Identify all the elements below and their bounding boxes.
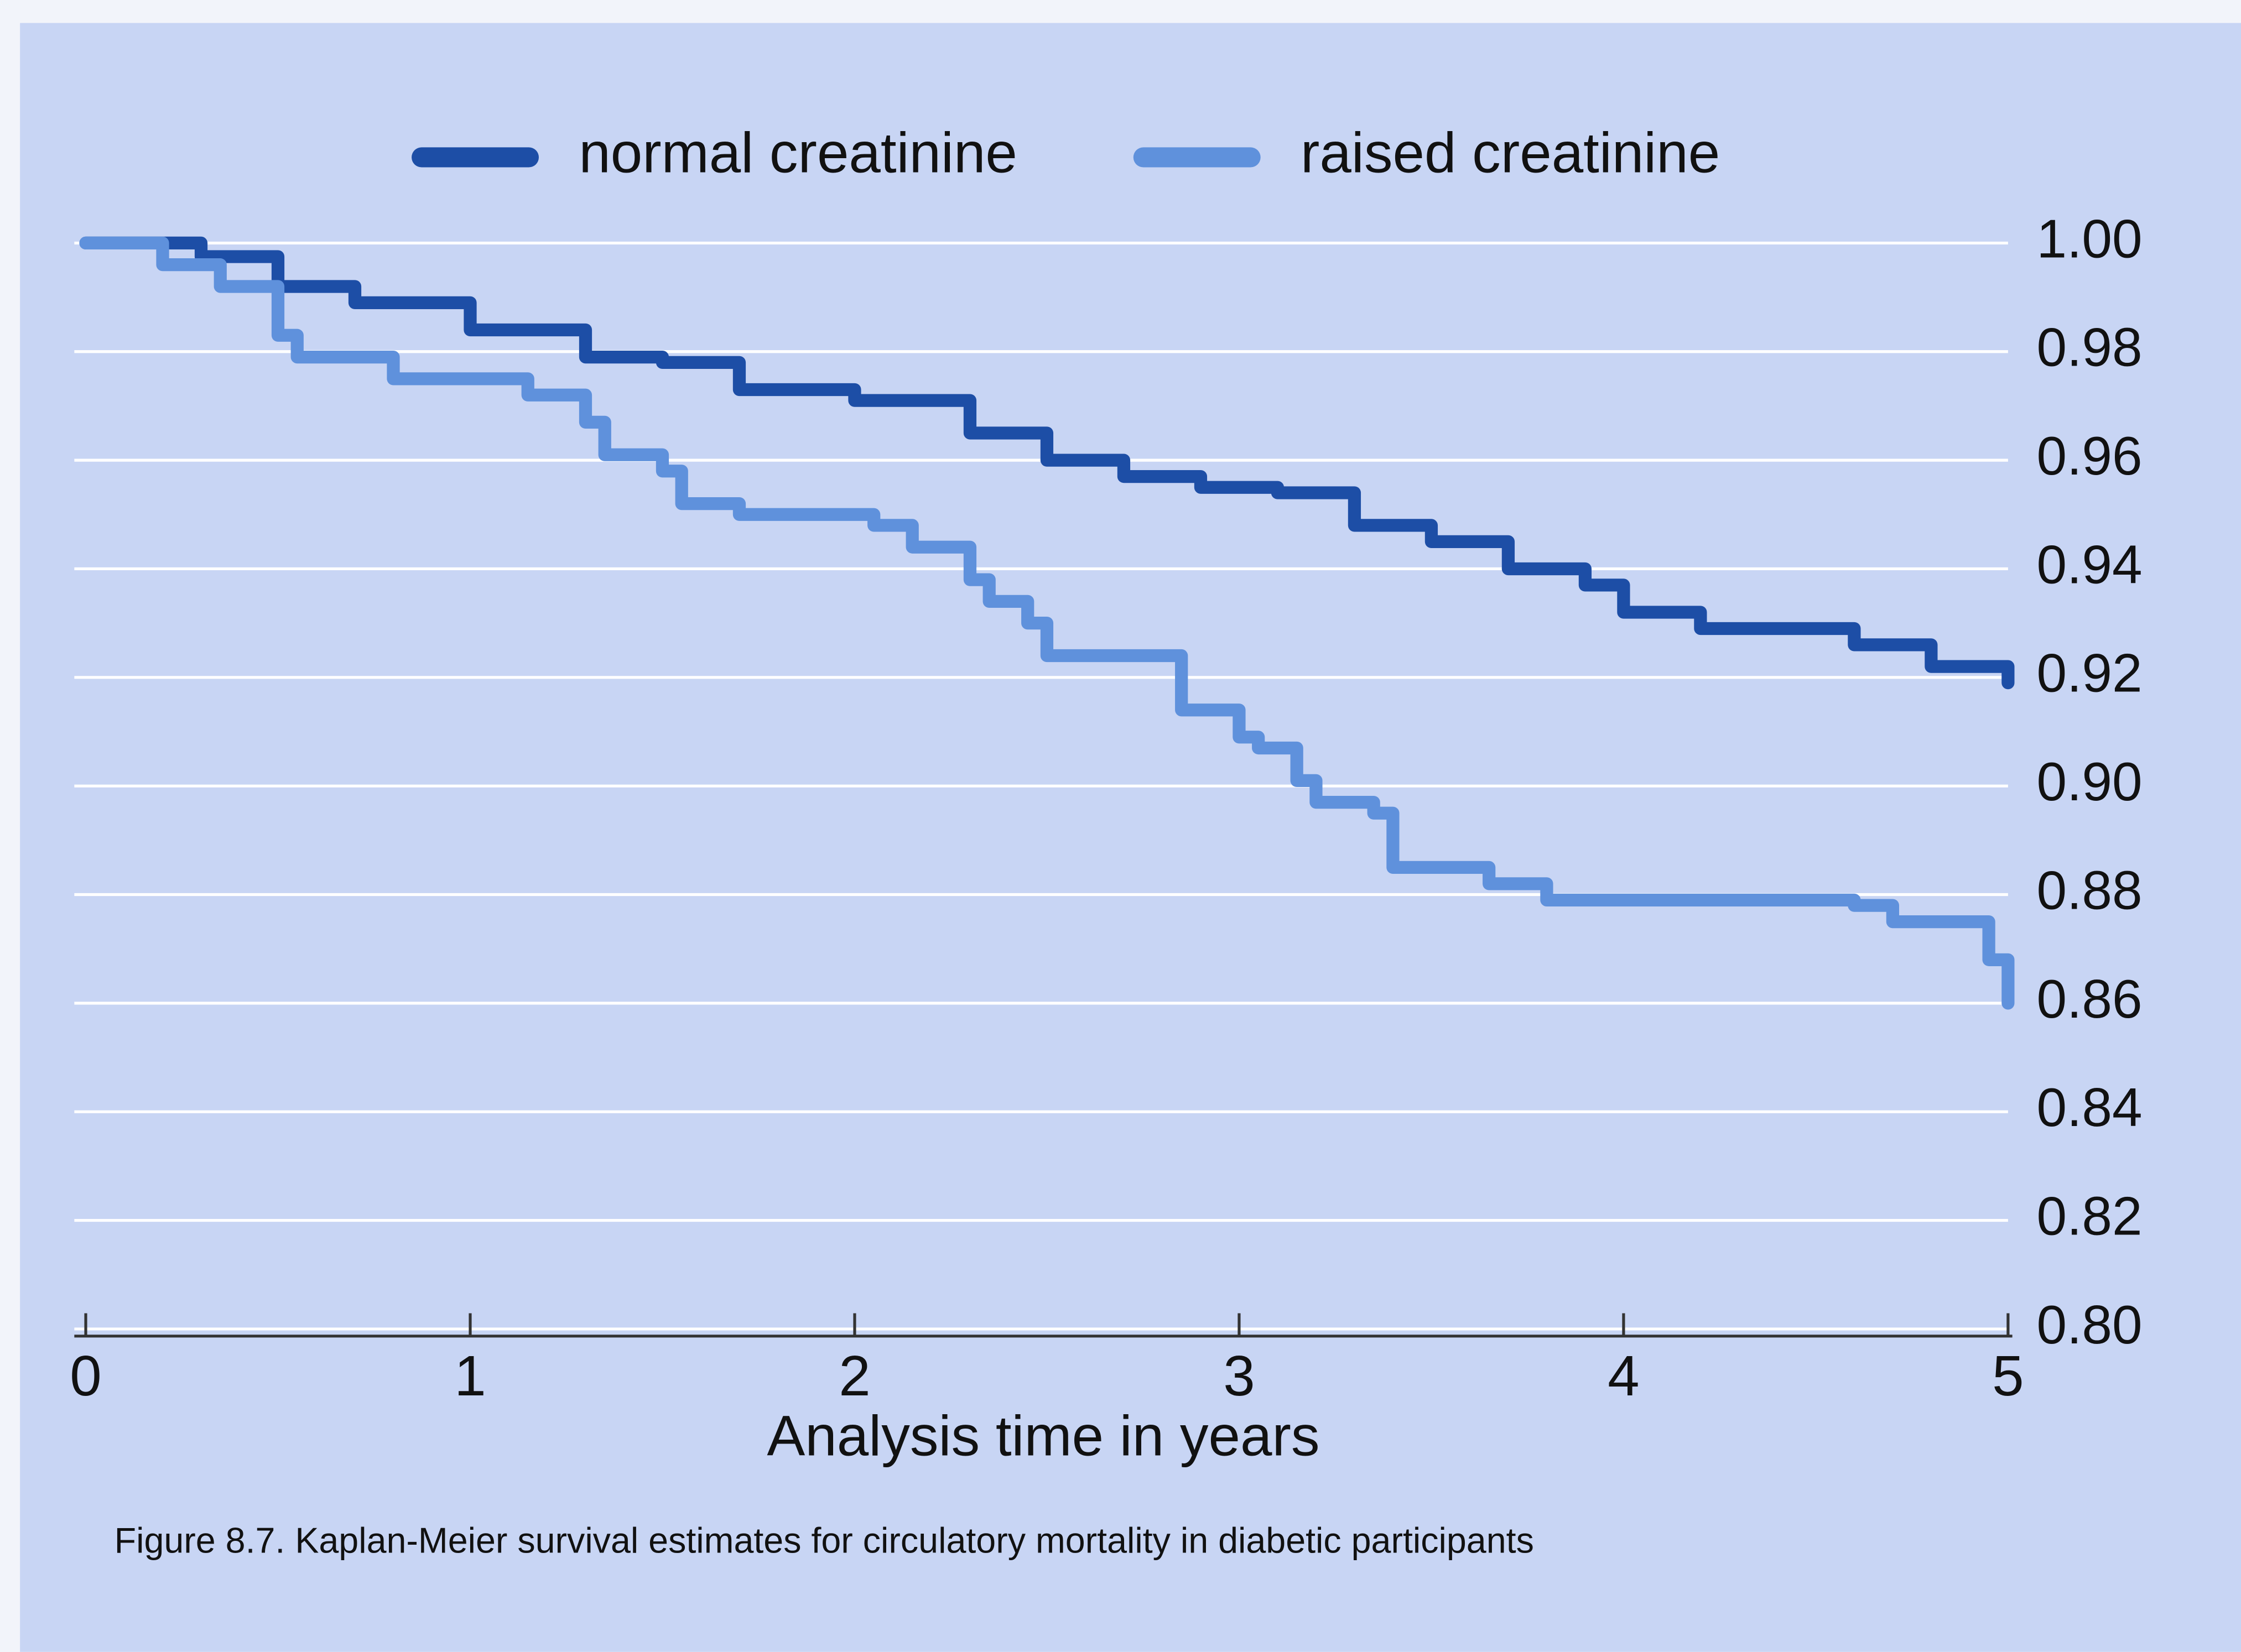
legend-label: raised creatinine bbox=[1301, 121, 1720, 185]
y-tick-label: 0.92 bbox=[2037, 643, 2143, 703]
y-tick-label: 0.88 bbox=[2037, 859, 2143, 920]
y-tick-label: 0.96 bbox=[2037, 425, 2143, 486]
y-tick-label: 0.94 bbox=[2037, 534, 2143, 595]
survival-line bbox=[79, 236, 2015, 1010]
legend-label: normal creatinine bbox=[579, 121, 1017, 185]
y-tick-label: 0.84 bbox=[2037, 1077, 2143, 1138]
y-tick-label: 0.98 bbox=[2037, 317, 2143, 378]
x-tick-label: 2 bbox=[839, 1343, 870, 1408]
y-tick-label: 0.86 bbox=[2037, 968, 2143, 1029]
x-tick-label: 3 bbox=[1223, 1343, 1255, 1408]
y-tick-label: 1.00 bbox=[2037, 208, 2143, 269]
survival-line bbox=[79, 236, 2015, 690]
x-tick-label: 0 bbox=[70, 1343, 101, 1408]
x-axis-label: Analysis time in years bbox=[767, 1404, 1319, 1468]
y-tick-label: 0.80 bbox=[2037, 1294, 2143, 1355]
caption: Figure 8.7. Kaplan-Meier survival estima… bbox=[115, 1521, 1534, 1561]
x-tick-label: 5 bbox=[1992, 1343, 2024, 1408]
x-tick-label: 1 bbox=[454, 1343, 486, 1408]
x-tick-label: 4 bbox=[1608, 1343, 1639, 1408]
chart-background bbox=[20, 23, 2241, 1652]
y-tick-label: 0.82 bbox=[2037, 1185, 2143, 1246]
y-tick-label: 0.90 bbox=[2037, 751, 2143, 812]
